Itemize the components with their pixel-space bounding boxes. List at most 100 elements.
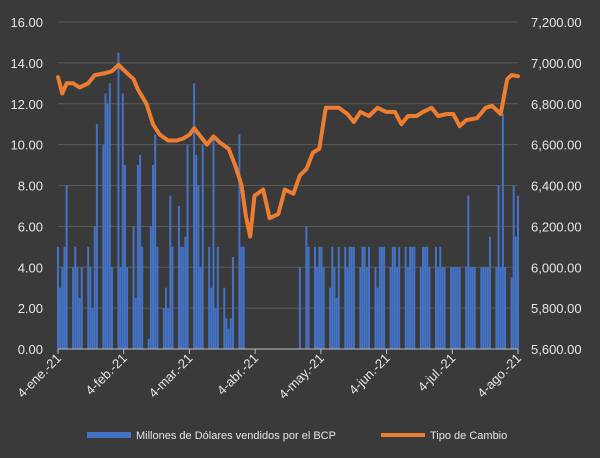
- bar: [208, 246, 211, 349]
- bar: [359, 267, 362, 349]
- right-axis-tick-labels: 5,600.00 5,800.00 6,000.00 6,200.00 6,400.00…: [531, 15, 582, 357]
- bar: [78, 297, 81, 349]
- bar: [504, 267, 507, 349]
- bar: [238, 134, 241, 349]
- right-tick-label: 6,000.00: [531, 260, 582, 275]
- right-tick-label: 7,200.00: [531, 15, 582, 30]
- bar: [156, 246, 159, 349]
- bar: [72, 267, 75, 349]
- bar: [89, 267, 92, 349]
- bar: [346, 267, 349, 349]
- bar: [361, 246, 364, 349]
- bar: [225, 318, 228, 349]
- bar: [396, 267, 399, 349]
- left-tick-label: 2.00: [18, 301, 43, 316]
- left-tick-label: 14.00: [10, 56, 43, 71]
- bar: [195, 154, 198, 349]
- bar: [242, 246, 245, 349]
- bar: [335, 297, 338, 349]
- bar: [322, 267, 325, 349]
- legend: Millones de Dólares vendidos por el BCP …: [87, 430, 507, 442]
- bar: [337, 246, 340, 349]
- bar: [469, 267, 472, 349]
- bar: [139, 154, 142, 349]
- bar: [126, 267, 129, 349]
- bar: [134, 297, 137, 349]
- bar: [102, 144, 105, 349]
- right-tick-label: 6,400.00: [531, 179, 582, 194]
- bar: [426, 246, 429, 349]
- bar: [223, 287, 226, 349]
- legend-line-label: Tipo de Cambio: [430, 430, 507, 442]
- bar: [512, 185, 515, 349]
- bar: [180, 246, 183, 349]
- bar: [162, 308, 165, 349]
- bar: [186, 144, 189, 349]
- bar: [333, 267, 336, 349]
- bar: [65, 185, 68, 349]
- bar: [318, 246, 321, 349]
- bar: [212, 134, 215, 349]
- bar: [380, 246, 383, 349]
- bar: [298, 267, 301, 349]
- bar: [365, 267, 368, 349]
- bar: [374, 267, 377, 349]
- left-tick-label: 4.00: [18, 260, 43, 275]
- bar: [307, 246, 310, 349]
- bar: [352, 246, 355, 349]
- bar: [473, 267, 476, 349]
- bar: [210, 287, 213, 349]
- bar: [488, 236, 491, 349]
- bar: [363, 246, 366, 349]
- bar: [404, 246, 407, 349]
- bar: [229, 318, 232, 349]
- bar: [63, 246, 66, 349]
- bar: [177, 205, 180, 349]
- bar: [110, 267, 113, 349]
- bar: [391, 246, 394, 349]
- bar: [486, 267, 489, 349]
- bar: [501, 113, 504, 349]
- left-tick-label: 12.00: [10, 97, 43, 112]
- right-tick-label: 6,800.00: [531, 97, 582, 112]
- bar: [119, 267, 122, 349]
- bar: [413, 246, 416, 349]
- bar: [108, 83, 111, 349]
- bar: [91, 308, 94, 349]
- bar: [393, 246, 396, 349]
- bar: [136, 165, 139, 349]
- bar: [482, 267, 485, 349]
- bar: [454, 267, 457, 349]
- left-axis-tick-labels: 0.00 2.00 4.00 6.00 8.00 10.00 12.00 14.00 16.00: [10, 15, 43, 357]
- bar: [458, 267, 461, 349]
- bar: [443, 267, 446, 349]
- bar: [87, 246, 90, 349]
- bar-series: [57, 52, 519, 349]
- right-tick-label: 6,200.00: [531, 219, 582, 234]
- left-tick-label: 16.00: [10, 15, 43, 30]
- bar: [411, 246, 414, 349]
- bar: [383, 246, 386, 349]
- bar: [149, 226, 152, 349]
- axes: [57, 348, 519, 354]
- right-tick-label: 7,000.00: [531, 56, 582, 71]
- legend-bar-label: Millones de Dólares vendidos por el BCP: [136, 430, 336, 442]
- bar: [171, 246, 174, 349]
- bar: [441, 267, 444, 349]
- bar: [344, 246, 347, 349]
- bar: [167, 308, 170, 349]
- bar: [193, 83, 196, 349]
- bar: [57, 246, 59, 349]
- bar: [350, 246, 353, 349]
- bar: [495, 267, 498, 349]
- bar: [510, 277, 513, 349]
- bar: [514, 236, 517, 349]
- left-tick-label: 6.00: [18, 219, 43, 234]
- bar: [121, 93, 124, 349]
- bar: [80, 267, 83, 349]
- bar: [376, 287, 379, 349]
- bar: [199, 267, 202, 349]
- bar: [61, 267, 64, 349]
- bar: [132, 226, 135, 349]
- bar: [95, 124, 98, 349]
